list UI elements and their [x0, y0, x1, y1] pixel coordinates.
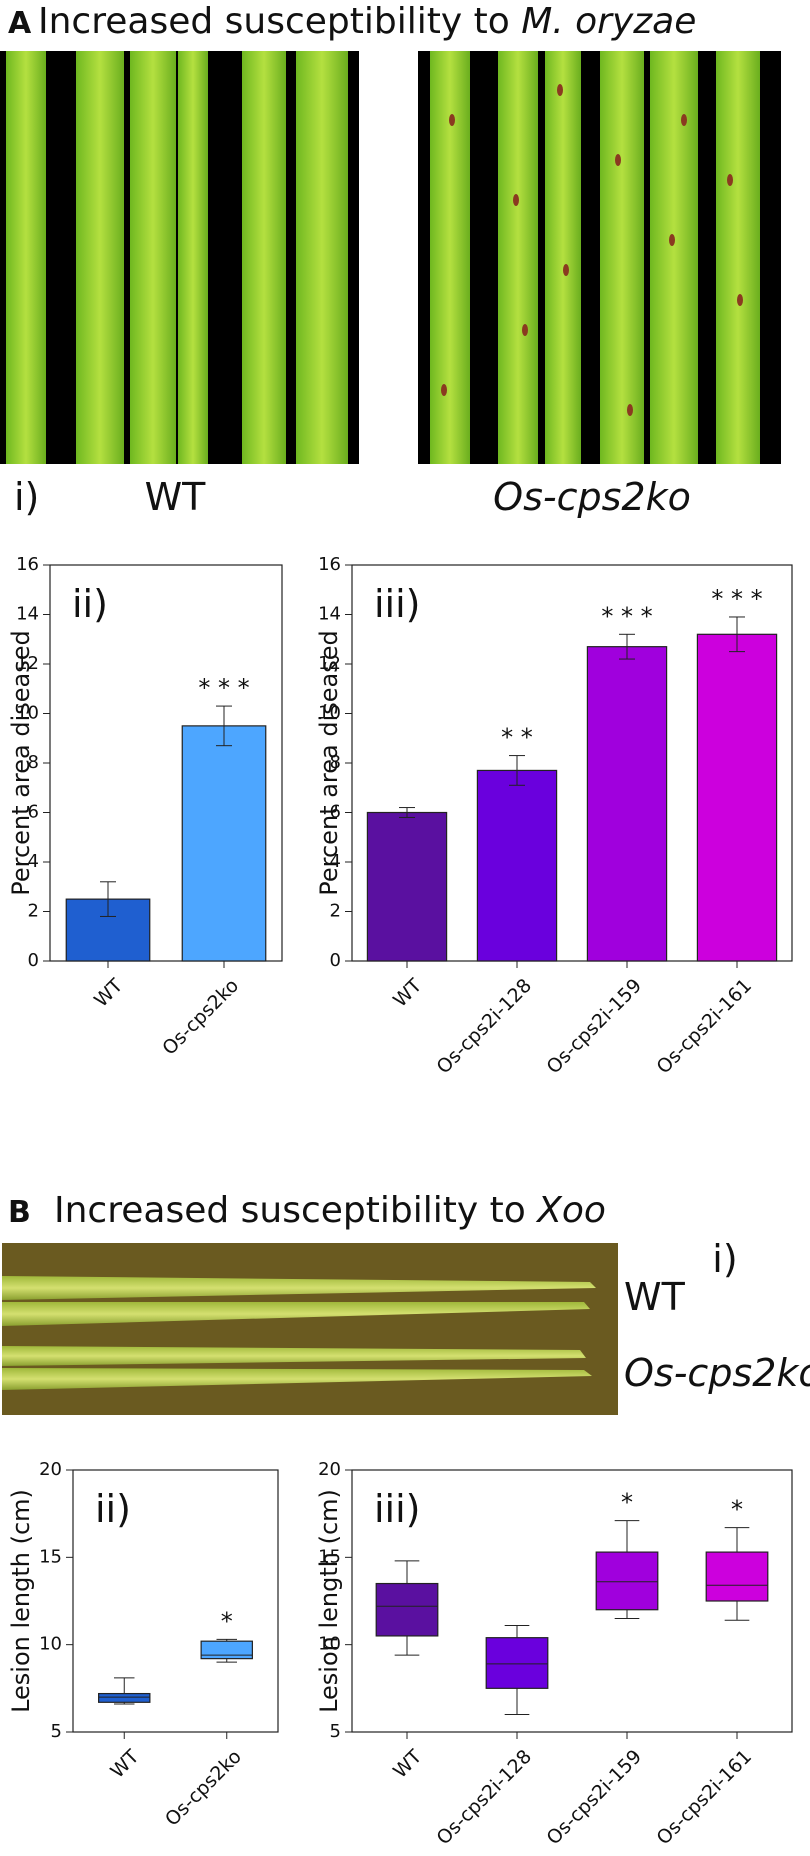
title-text: Increased susceptibility to	[38, 1, 521, 42]
x-tick-label: WT	[389, 1745, 426, 1782]
y-tick-label: 15	[318, 1546, 341, 1567]
y-tick-label: 4	[28, 851, 39, 872]
y-tick-label: 5	[330, 1721, 341, 1742]
plot-frame	[351, 1469, 793, 1733]
y-tick-label: 10	[318, 1634, 341, 1655]
y-tick-label: 2	[330, 901, 341, 922]
significance: * * *	[198, 674, 249, 702]
y-axis-label: Percent area diseased	[7, 630, 35, 895]
photo-mutant	[418, 51, 781, 464]
x-tick-label: Os-cps2i-159	[542, 975, 646, 1079]
y-tick-label: 10	[16, 703, 39, 724]
photo-label: WT	[624, 1275, 686, 1319]
significance: * * *	[711, 585, 762, 613]
title-italic: M. oryzae	[521, 1, 696, 42]
y-tick-label: 20	[318, 1459, 341, 1480]
y-tick-label: 15	[39, 1546, 62, 1567]
photo-xoo	[2, 1243, 618, 1415]
y-axis-label: Lesion length (cm)	[315, 1489, 343, 1713]
chart-annotation: ii)	[72, 582, 108, 626]
sub-label: i)	[14, 475, 39, 519]
y-tick-label: 14	[16, 604, 39, 625]
x-tick-label: Os-cps2i-159	[542, 1746, 646, 1850]
title-italic: Xoo	[535, 1190, 606, 1231]
y-tick-label: 4	[330, 851, 341, 872]
bar	[476, 769, 558, 962]
significance: *	[731, 1496, 743, 1524]
bar	[696, 633, 778, 962]
x-tick-label: Os-cps2ko	[161, 1746, 246, 1831]
photo-label: Os-cps2ko	[624, 1351, 810, 1395]
box	[595, 1551, 659, 1611]
x-tick-label: Os-cps2i-128	[432, 975, 536, 1079]
y-tick-label: 12	[318, 653, 341, 674]
x-tick-label: Os-cps2ko	[158, 975, 243, 1060]
y-tick-label: 12	[16, 653, 39, 674]
y-tick-label: 8	[28, 752, 39, 773]
y-tick-label: 10	[39, 1634, 62, 1655]
box	[705, 1551, 769, 1602]
box	[98, 1692, 151, 1703]
y-axis-label: Lesion length (cm)	[7, 1489, 35, 1713]
bar	[366, 811, 448, 962]
panel-title: Increased susceptibility to M. oryzae	[38, 1, 696, 42]
y-tick-label: 2	[28, 901, 39, 922]
x-tick-label: WT	[389, 974, 426, 1011]
y-tick-label: 16	[318, 554, 341, 575]
significance: *	[621, 1489, 633, 1517]
y-axis-label: Percent area diseased	[315, 630, 343, 895]
x-tick-label: Os-cps2i-128	[432, 1746, 536, 1850]
y-tick-label: 10	[318, 703, 341, 724]
y-tick-label: 20	[39, 1459, 62, 1480]
y-tick-label: 6	[28, 802, 39, 823]
y-tick-label: 0	[28, 950, 39, 971]
panel-letter: B	[8, 1195, 31, 1230]
photo-label: WT	[145, 475, 207, 519]
significance: * *	[501, 724, 533, 752]
chart-annotation: iii)	[374, 1487, 421, 1531]
significance: *	[221, 1607, 233, 1635]
y-tick-label: 8	[330, 752, 341, 773]
x-tick-label: WT	[106, 1745, 143, 1782]
panel-letter: A	[8, 6, 32, 41]
y-tick-label: 0	[330, 950, 341, 971]
chart-annotation: ii)	[95, 1487, 131, 1531]
y-tick-label: 5	[51, 1721, 62, 1742]
bar	[181, 725, 267, 962]
photo-label: Os-cps2ko	[493, 475, 691, 519]
photo-wt	[0, 51, 359, 464]
plot-frame	[72, 1469, 279, 1733]
box	[200, 1640, 253, 1660]
x-tick-label: Os-cps2i-161	[652, 1746, 756, 1850]
chart-annotation: iii)	[374, 582, 421, 626]
sub-label: i)	[712, 1237, 737, 1281]
x-tick-label: WT	[90, 974, 127, 1011]
box	[375, 1582, 439, 1637]
significance: * * *	[601, 602, 652, 630]
bar	[586, 646, 668, 962]
x-tick-label: Os-cps2i-161	[652, 975, 756, 1079]
panel-title: Increased susceptibility to Xoo	[54, 1190, 606, 1231]
title-text: Increased susceptibility to	[54, 1190, 537, 1231]
y-tick-label: 14	[318, 604, 341, 625]
y-tick-label: 6	[330, 802, 341, 823]
box	[485, 1637, 549, 1689]
y-tick-label: 16	[16, 554, 39, 575]
